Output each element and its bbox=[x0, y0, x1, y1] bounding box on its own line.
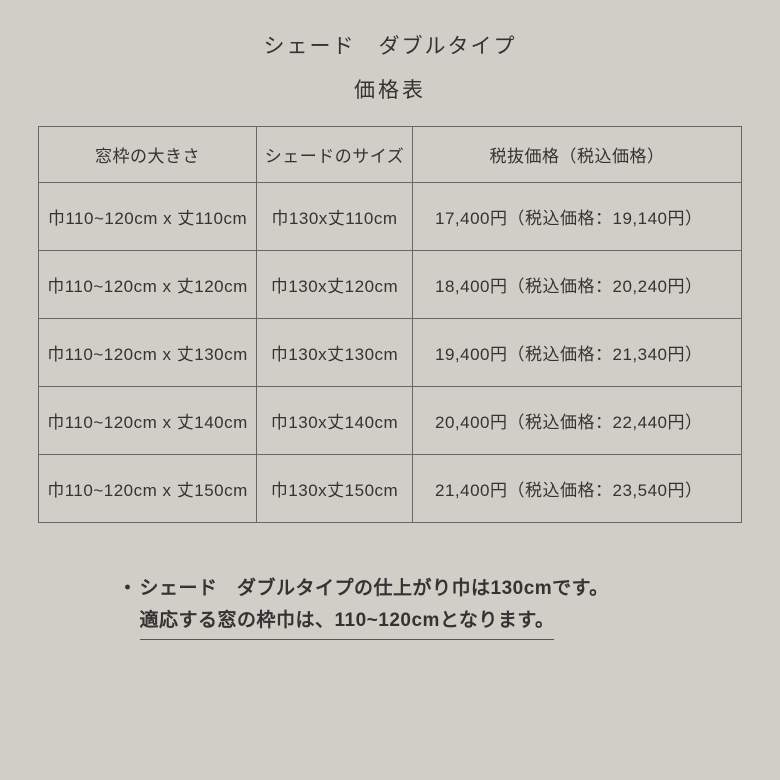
col-header-price: 税抜価格（税込価格） bbox=[413, 127, 742, 183]
cell-window: 巾110~120cm x 丈140cm bbox=[39, 387, 257, 455]
cell-window: 巾110~120cm x 丈110cm bbox=[39, 183, 257, 251]
cell-window: 巾110~120cm x 丈120cm bbox=[39, 251, 257, 319]
notes-block: ・ シェード ダブルタイプの仕上がり巾は130cmです。 適応する窓の枠巾は、1… bbox=[38, 573, 742, 640]
cell-window: 巾110~120cm x 丈150cm bbox=[39, 455, 257, 523]
cell-shade: 巾130x丈150cm bbox=[257, 455, 413, 523]
table-row: 巾110~120cm x 丈130cm 巾130x丈130cm 19,400円（… bbox=[39, 319, 742, 387]
table-row: 巾110~120cm x 丈150cm 巾130x丈150cm 21,400円（… bbox=[39, 455, 742, 523]
title-line-1: シェード ダブルタイプ bbox=[38, 30, 742, 60]
note-line-2: 適応する窓の枠巾は、110~120cmとなります。 bbox=[140, 605, 555, 639]
table-row: 巾110~120cm x 丈110cm 巾130x丈110cm 17,400円（… bbox=[39, 183, 742, 251]
cell-price: 19,400円（税込価格：21,340円） bbox=[413, 319, 742, 387]
cell-price: 17,400円（税込価格：19,140円） bbox=[413, 183, 742, 251]
table-row: 巾110~120cm x 丈120cm 巾130x丈120cm 18,400円（… bbox=[39, 251, 742, 319]
title-line-2: 価格表 bbox=[38, 74, 742, 104]
bullet-icon: ・ bbox=[118, 573, 138, 605]
cell-shade: 巾130x丈140cm bbox=[257, 387, 413, 455]
table-row: 巾110~120cm x 丈140cm 巾130x丈140cm 20,400円（… bbox=[39, 387, 742, 455]
page-container: シェード ダブルタイプ 価格表 窓枠の大きさ シェードのサイズ 税抜価格（税込価… bbox=[0, 0, 780, 640]
cell-shade: 巾130x丈110cm bbox=[257, 183, 413, 251]
note-body: シェード ダブルタイプの仕上がり巾は130cmです。 適応する窓の枠巾は、110… bbox=[140, 573, 609, 640]
note-line-1: シェード ダブルタイプの仕上がり巾は130cmです。 bbox=[140, 578, 609, 599]
col-header-shade-size: シェードのサイズ bbox=[257, 127, 413, 183]
cell-window: 巾110~120cm x 丈130cm bbox=[39, 319, 257, 387]
cell-price: 18,400円（税込価格：20,240円） bbox=[413, 251, 742, 319]
cell-price: 20,400円（税込価格：22,440円） bbox=[413, 387, 742, 455]
cell-shade: 巾130x丈130cm bbox=[257, 319, 413, 387]
table-header-row: 窓枠の大きさ シェードのサイズ 税抜価格（税込価格） bbox=[39, 127, 742, 183]
note-item: ・ シェード ダブルタイプの仕上がり巾は130cmです。 適応する窓の枠巾は、1… bbox=[118, 573, 682, 640]
cell-price: 21,400円（税込価格：23,540円） bbox=[413, 455, 742, 523]
cell-shade: 巾130x丈120cm bbox=[257, 251, 413, 319]
price-table: 窓枠の大きさ シェードのサイズ 税抜価格（税込価格） 巾110~120cm x … bbox=[38, 126, 742, 523]
col-header-window-size: 窓枠の大きさ bbox=[39, 127, 257, 183]
